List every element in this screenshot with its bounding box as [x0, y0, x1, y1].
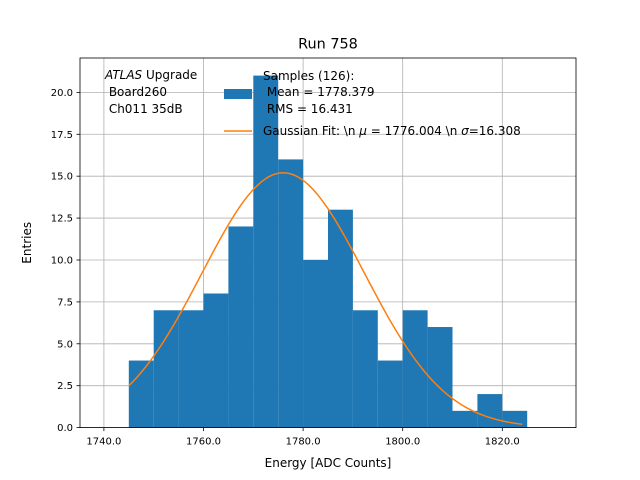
- histogram-bar: [477, 394, 503, 428]
- legend-fit-label: Gaussian Fit: \n μ = 1776.004 \n σ=16.30…: [263, 124, 521, 138]
- histogram-bar: [402, 310, 428, 428]
- legend-samples-rms: RMS = 16.431: [263, 102, 353, 116]
- y-axis-label: Entries: [20, 222, 34, 264]
- plot-frame: [79, 57, 577, 429]
- y-tick-label: 5.0: [57, 339, 73, 350]
- histogram-bar: [278, 159, 304, 428]
- annotation-atlas: ATLAS: [104, 68, 143, 82]
- y-tick-label: 20.0: [51, 88, 73, 99]
- legend-fit-suffix: =16.308: [469, 124, 521, 138]
- atlas-annotation: ATLAS Upgrade Board260 Ch011 35dB: [104, 68, 197, 116]
- histogram-bar: [328, 209, 353, 428]
- y-tick-label: 0.0: [57, 423, 73, 434]
- histogram-bar: [452, 410, 478, 428]
- x-tick-label: 1740.0: [86, 437, 121, 448]
- y-tick-label: 15.0: [51, 172, 73, 183]
- x-tick-label: 1780.0: [286, 437, 321, 448]
- annotation-board: Board260: [105, 85, 167, 99]
- chart-title: Run 758: [298, 37, 358, 53]
- annotation-channel: Ch011 35dB: [105, 102, 183, 116]
- gaussian-fit-curve: [128, 172, 523, 425]
- x-tick-label: 1820.0: [485, 437, 520, 448]
- y-tick-label: 2.5: [57, 381, 73, 392]
- histogram-bar: [128, 360, 154, 428]
- x-tick-label: 1760.0: [186, 437, 221, 448]
- y-tick-label: 7.5: [57, 297, 73, 308]
- x-tick-label: 1800.0: [385, 437, 420, 448]
- x-axis-label: Energy [ADC Counts]: [265, 456, 392, 470]
- histogram-bar: [303, 259, 328, 428]
- legend-samples-swatch: [224, 89, 252, 99]
- legend-fit-sigma: σ: [461, 124, 469, 138]
- histogram-bar: [427, 327, 453, 428]
- histogram-bar: [203, 293, 229, 428]
- legend-samples-mean: Mean = 1778.379: [263, 85, 374, 99]
- y-tick-label: 12.5: [51, 214, 73, 225]
- annotation-upgrade: Upgrade: [142, 68, 197, 82]
- histogram-bars: [128, 75, 528, 428]
- y-tick-label: 10.0: [51, 255, 73, 266]
- legend: Samples (126): Mean = 1778.379 RMS = 16.…: [224, 69, 521, 138]
- histogram-bar: [377, 360, 403, 428]
- axis-ticks: 1740.0 1760.0 1780.0 1800.0 1820.0 0.0 2.5 5.0 7…: [51, 88, 520, 448]
- histogram-bar: [253, 75, 279, 428]
- legend-fit-mid: = 1776.004 \n: [367, 124, 461, 138]
- histogram-bar: [178, 310, 204, 428]
- legend-fit-mu: μ: [358, 124, 367, 138]
- legend-fit-prefix: Gaussian Fit: \n: [263, 124, 359, 138]
- annotation-line-1: ATLAS Upgrade: [104, 68, 197, 82]
- histogram-bar: [153, 310, 179, 428]
- histogram-bar: [502, 410, 528, 428]
- histogram-bar: [352, 310, 378, 428]
- y-tick-label: 17.5: [51, 130, 73, 141]
- histogram-bar: [228, 226, 254, 428]
- legend-samples-title: Samples (126):: [263, 69, 354, 83]
